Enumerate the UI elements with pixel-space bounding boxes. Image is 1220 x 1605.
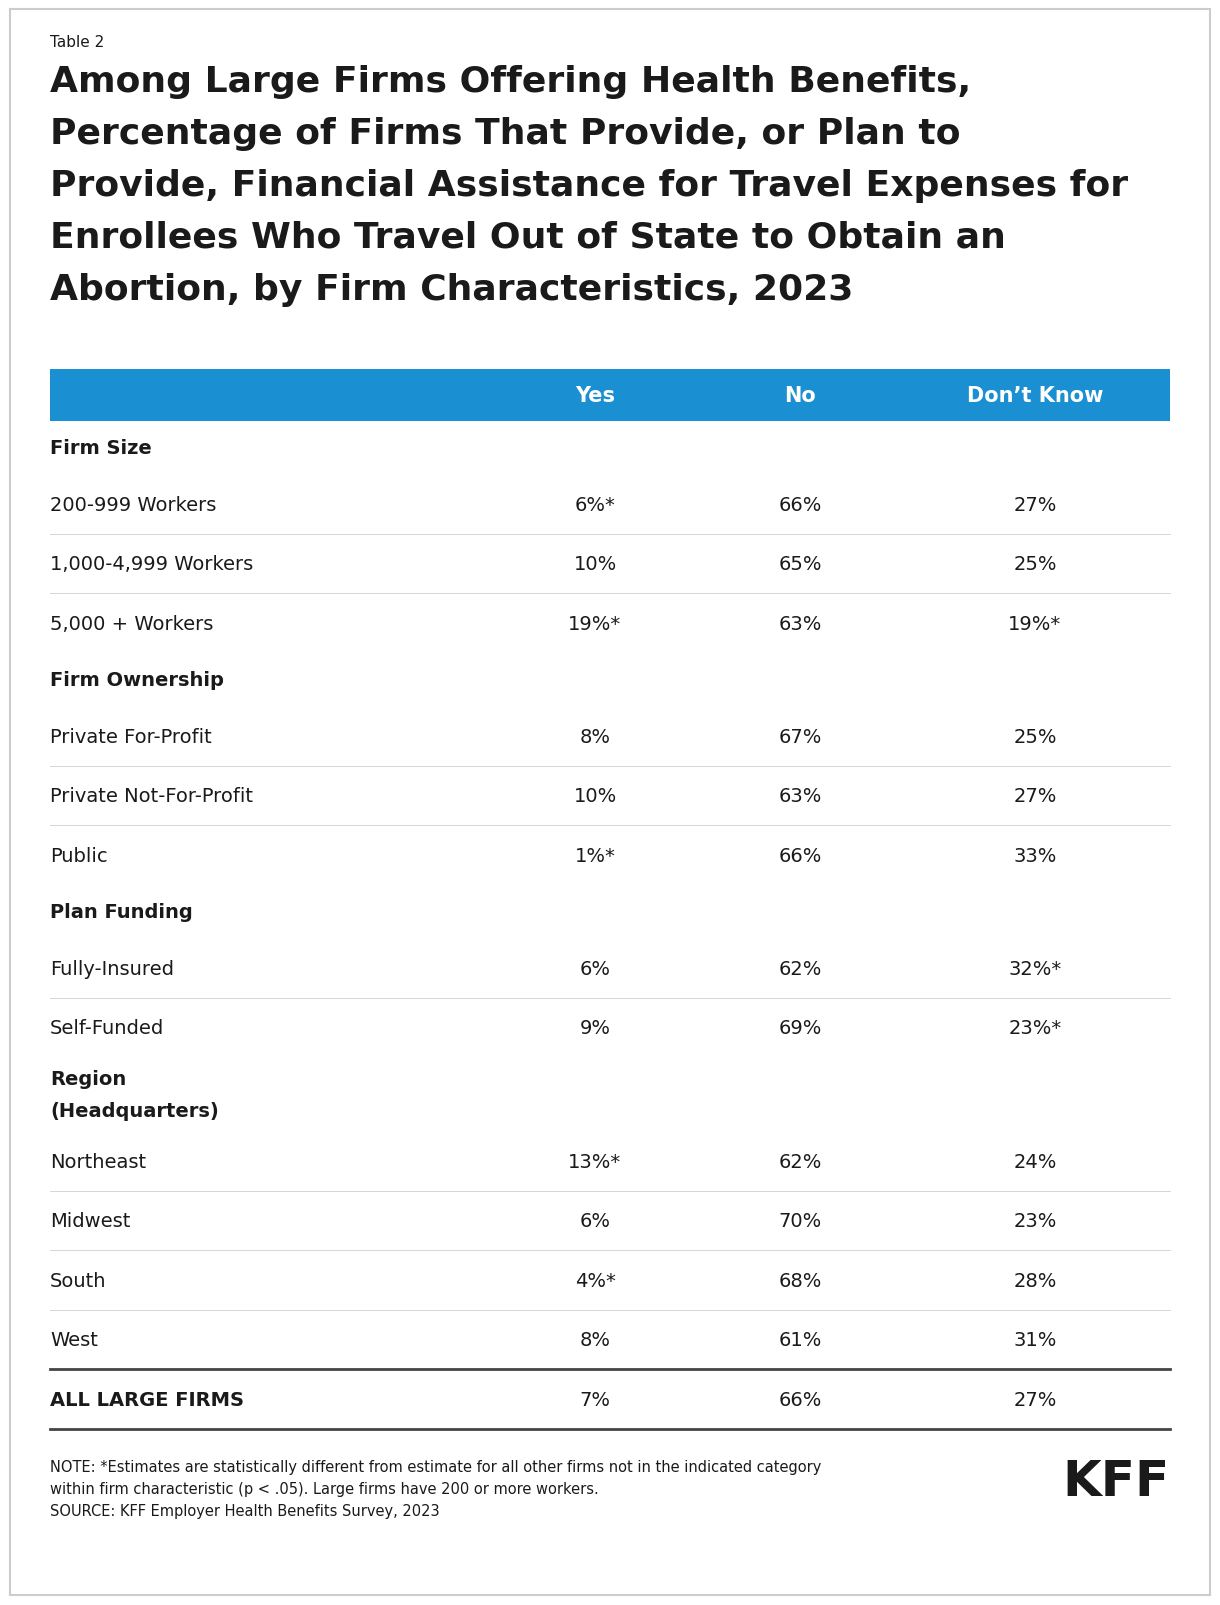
Text: 70%: 70% [778, 1212, 821, 1231]
Text: 31%: 31% [1014, 1331, 1057, 1350]
Text: Abortion, by Firm Characteristics, 2023: Abortion, by Firm Characteristics, 2023 [50, 273, 853, 307]
Text: 66%: 66% [778, 496, 822, 514]
Text: Plan Funding: Plan Funding [50, 902, 193, 921]
Text: KFF: KFF [1063, 1457, 1170, 1505]
Text: 9%: 9% [580, 1019, 610, 1037]
Text: 27%: 27% [1014, 786, 1057, 806]
Text: Northeast: Northeast [50, 1152, 146, 1172]
Text: Region: Region [50, 1069, 126, 1088]
Text: Don’t Know: Don’t Know [966, 385, 1103, 406]
Text: within firm characteristic (p < .05). Large firms have 200 or more workers.: within firm characteristic (p < .05). La… [50, 1481, 599, 1496]
Text: 24%: 24% [1014, 1152, 1057, 1172]
Text: 6%*: 6%* [575, 496, 615, 514]
Text: 5,000 + Workers: 5,000 + Workers [50, 615, 214, 634]
Text: 27%: 27% [1014, 496, 1057, 514]
Text: No: No [784, 385, 816, 406]
Text: 6%: 6% [580, 1212, 610, 1231]
Text: 33%: 33% [1014, 846, 1057, 865]
Text: Percentage of Firms That Provide, or Plan to: Percentage of Firms That Provide, or Pla… [50, 117, 960, 151]
Text: NOTE: *Estimates are statistically different from estimate for all other firms n: NOTE: *Estimates are statistically diffe… [50, 1459, 821, 1473]
Text: Firm Ownership: Firm Ownership [50, 671, 224, 690]
Text: 65%: 65% [778, 555, 822, 575]
Text: 63%: 63% [778, 615, 822, 634]
Text: 19%*: 19%* [569, 615, 622, 634]
Text: Fully-Insured: Fully-Insured [50, 960, 174, 977]
Text: Among Large Firms Offering Health Benefits,: Among Large Firms Offering Health Benefi… [50, 64, 971, 100]
Text: 8%: 8% [580, 727, 610, 746]
Text: Private Not-For-Profit: Private Not-For-Profit [50, 786, 253, 806]
Bar [50, 369, 1170, 422]
Text: SOURCE: KFF Employer Health Benefits Survey, 2023: SOURCE: KFF Employer Health Benefits Sur… [50, 1502, 439, 1518]
Text: 13%*: 13%* [569, 1152, 622, 1172]
Text: 63%: 63% [778, 786, 822, 806]
Text: 8%: 8% [580, 1331, 610, 1350]
Text: (Headquarters): (Headquarters) [50, 1101, 218, 1120]
Text: 67%: 67% [778, 727, 822, 746]
Text: Enrollees Who Travel Out of State to Obtain an: Enrollees Who Travel Out of State to Obt… [50, 221, 1005, 255]
Text: 23%*: 23%* [1009, 1019, 1061, 1037]
Text: 19%*: 19%* [1009, 615, 1061, 634]
Text: 1,000-4,999 Workers: 1,000-4,999 Workers [50, 555, 254, 575]
Text: Provide, Financial Assistance for Travel Expenses for: Provide, Financial Assistance for Travel… [50, 169, 1128, 202]
Text: 7%: 7% [580, 1390, 610, 1409]
Text: 4%*: 4%* [575, 1271, 615, 1290]
Text: 6%: 6% [580, 960, 610, 977]
Text: 61%: 61% [778, 1331, 822, 1350]
Text: 28%: 28% [1014, 1271, 1057, 1290]
Text: 23%: 23% [1014, 1212, 1057, 1231]
Text: 66%: 66% [778, 846, 822, 865]
Text: 10%: 10% [573, 786, 616, 806]
Text: 66%: 66% [778, 1390, 822, 1409]
Text: 25%: 25% [1014, 727, 1057, 746]
Text: 1%*: 1%* [575, 846, 615, 865]
Text: Table 2: Table 2 [50, 35, 104, 50]
Text: South: South [50, 1271, 106, 1290]
Text: 27%: 27% [1014, 1390, 1057, 1409]
Text: Yes: Yes [575, 385, 615, 406]
Text: Public: Public [50, 846, 107, 865]
Text: Firm Size: Firm Size [50, 438, 151, 457]
Text: West: West [50, 1331, 98, 1350]
Text: ALL LARGE FIRMS: ALL LARGE FIRMS [50, 1390, 244, 1409]
Text: 10%: 10% [573, 555, 616, 575]
Text: 62%: 62% [778, 960, 822, 977]
Text: Midwest: Midwest [50, 1212, 131, 1231]
Text: 200-999 Workers: 200-999 Workers [50, 496, 216, 514]
Text: 69%: 69% [778, 1019, 822, 1037]
Text: 62%: 62% [778, 1152, 822, 1172]
Text: 25%: 25% [1014, 555, 1057, 575]
Text: Private For-Profit: Private For-Profit [50, 727, 212, 746]
Text: 32%*: 32%* [1009, 960, 1061, 977]
Text: 68%: 68% [778, 1271, 822, 1290]
Text: Self-Funded: Self-Funded [50, 1019, 165, 1037]
